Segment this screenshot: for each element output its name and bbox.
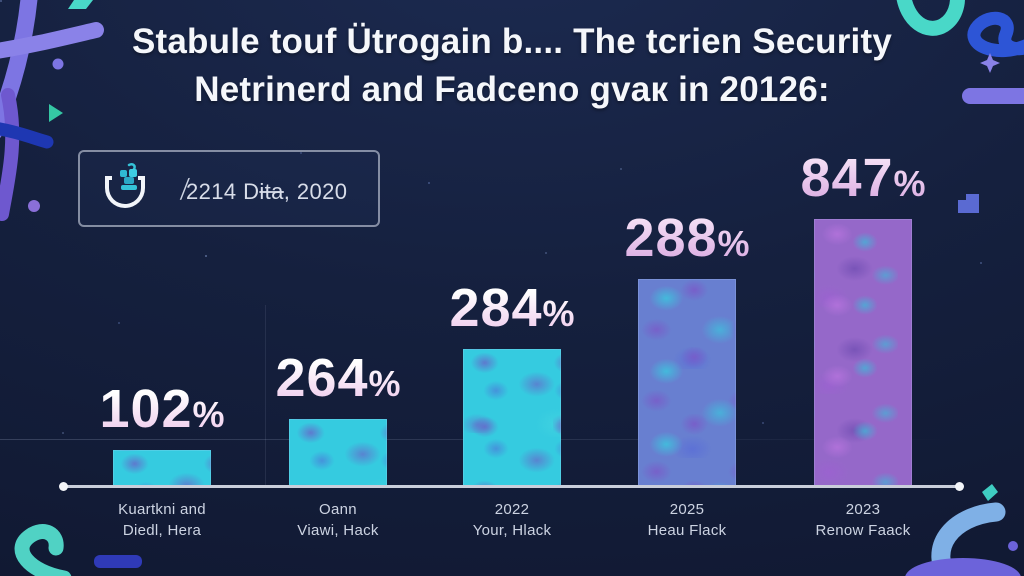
chart-bar: [638, 279, 736, 487]
bar-value-label: 288%: [624, 208, 750, 268]
chart-bar: [463, 349, 561, 487]
x-axis-line: [59, 482, 964, 491]
bar-category-label: 2022 Your, Hlack: [472, 501, 552, 539]
bar-value-label: 264%: [275, 348, 401, 408]
source-badge: /2214 Dita, 2020: [78, 150, 380, 227]
bar-category-label: 2023 Renow Faack: [815, 501, 911, 539]
bar-category-label: Oann Viawi, Hack: [297, 501, 379, 539]
axis-endpoint-dot: [955, 482, 964, 491]
bar-group: 102%: [87, 382, 237, 487]
bar-group: 847%: [788, 151, 938, 487]
chart-bar: [113, 450, 211, 487]
badge-struck-text: ita: [259, 178, 284, 204]
chart-title-line2: Netrinerd and Fadceno gvaк in 20126:: [194, 70, 830, 109]
badge-text: /2214 Dita, 2020: [178, 170, 348, 206]
bar-group: 264%: [263, 351, 413, 487]
bar-value-label: 284%: [449, 278, 575, 338]
bar-value-label: 847%: [800, 148, 926, 208]
u-outline-icon: [105, 175, 145, 208]
bar-group: 288%: [612, 211, 762, 487]
starfield-dots: [0, 0, 2, 2]
chart-bar: [289, 419, 387, 487]
bar-value-label: 102%: [99, 379, 225, 439]
u-mascot-icon: [96, 160, 162, 218]
bar-group: 284%: [437, 281, 587, 487]
gridline-vertical: [265, 305, 266, 486]
axis-endpoint-dot: [59, 482, 68, 491]
chart-title-line1: Stabule touf Ütrogain b.... The tcrien S…: [131, 22, 893, 61]
chart-title: Stabule touf Ütrogain b.... The tcrien S…: [0, 18, 1024, 114]
chart-bar: [814, 219, 912, 487]
bar-category-label: 2025 Heau Flack: [647, 501, 727, 539]
bar-category-label: Kuartkni and Diedl, Hera: [118, 501, 206, 539]
